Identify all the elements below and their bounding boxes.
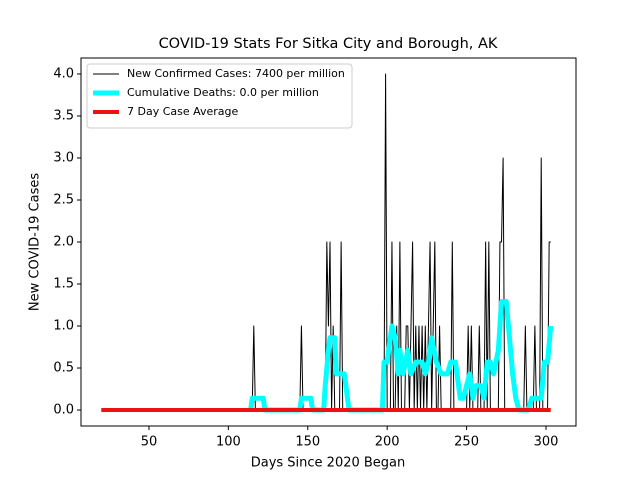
y-tick-label: 3.0: [53, 150, 74, 165]
y-tick-label: 0.0: [53, 403, 74, 418]
y-axis-label: New COVID-19 Cases: [28, 173, 43, 311]
x-tick-label: 200: [375, 435, 400, 450]
x-tick-label: 50: [141, 435, 158, 450]
plot-frame: [80, 57, 577, 427]
y-tick-label: 3.5: [53, 108, 74, 123]
legend-label: Cumulative Deaths: 0.0 per million: [127, 86, 319, 99]
y-tick-label: 0.5: [53, 361, 74, 376]
y-tick-label: 4.0: [53, 66, 74, 81]
x-tick-label: 100: [216, 435, 241, 450]
x-tick-label: 300: [534, 435, 559, 450]
legend-box: [86, 63, 353, 129]
x-tick-label: 250: [454, 435, 479, 450]
series-line: [248, 299, 554, 413]
legend-label: New Confirmed Cases: 7400 per million: [127, 67, 345, 80]
chart-title: COVID-19 Stats For Sitka City and Boroug…: [159, 36, 498, 52]
y-tick-label: 2.5: [53, 192, 74, 207]
y-tick-label: 2.0: [53, 235, 74, 250]
x-axis-label: Days Since 2020 Began: [251, 456, 406, 471]
x-tick-label: 150: [295, 435, 320, 450]
y-tick-label: 1.0: [53, 319, 74, 334]
legend-label: 7 Day Case Average: [127, 105, 239, 118]
y-tick-label: 1.5: [53, 277, 74, 292]
